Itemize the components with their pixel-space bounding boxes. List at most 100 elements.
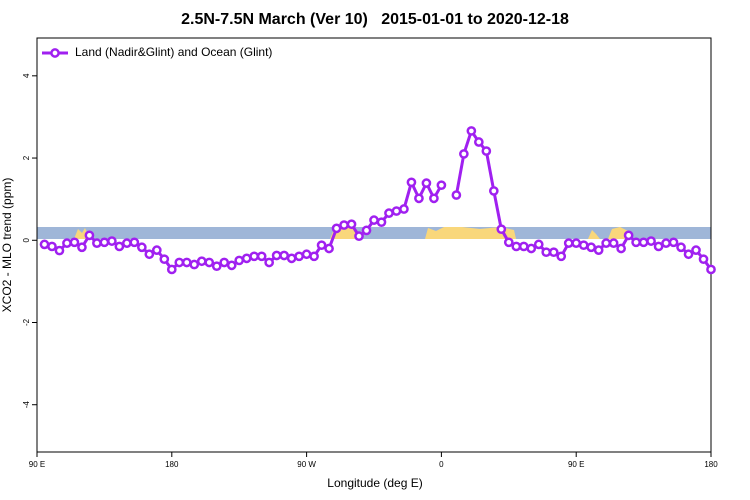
y-tick-label: 2 (22, 155, 31, 160)
x-tick-label: 180 (165, 460, 179, 469)
data-point (376, 217, 387, 228)
data-point (631, 237, 641, 248)
data-point (384, 208, 394, 218)
x-tick-label: 90 E (29, 460, 45, 469)
x-tick-label: 180 (704, 460, 718, 469)
data-point (39, 239, 50, 250)
land-ocean-strip (37, 227, 711, 239)
data-point (294, 251, 304, 262)
data-point (563, 238, 574, 248)
data-point (346, 219, 357, 230)
data-point (226, 260, 237, 271)
data-point (271, 250, 282, 261)
data-point (571, 238, 582, 248)
data-point (399, 204, 409, 214)
data-point (69, 237, 80, 248)
data-point (533, 239, 544, 250)
data-point (466, 126, 477, 136)
y-tick-label: -4 (22, 401, 31, 409)
y-axis-label: XCO2 - MLO trend (ppm) (0, 178, 14, 313)
data-point (204, 257, 215, 268)
data-point (256, 251, 267, 262)
data-point (339, 220, 349, 230)
data-point (429, 193, 439, 204)
data-point (174, 257, 185, 268)
data-point (122, 238, 132, 248)
data-point (556, 251, 567, 262)
data-point (548, 247, 559, 258)
data-point (391, 206, 402, 216)
data-point (211, 261, 222, 272)
data-point (92, 238, 102, 248)
data-point (706, 264, 716, 275)
data-point (691, 245, 701, 255)
data-point (331, 223, 342, 234)
data-point (616, 243, 626, 254)
data-point (406, 177, 417, 188)
legend-marker (50, 48, 60, 58)
data-point (601, 238, 612, 248)
data-point (324, 243, 334, 254)
data-point (496, 224, 507, 235)
plot-frame (36, 37, 712, 453)
data-point (286, 253, 297, 264)
data-point (77, 242, 87, 253)
y-tick-label: -2 (22, 318, 31, 326)
data-point (219, 257, 230, 268)
data-point (369, 215, 379, 225)
data-point (436, 180, 447, 191)
y-tick-label: 0 (22, 237, 31, 242)
data-point (354, 231, 364, 242)
land-patch (588, 230, 600, 239)
data-point (301, 249, 312, 260)
data-point (47, 241, 57, 252)
x-tick-label: 90 E (568, 460, 584, 469)
data-point (586, 242, 597, 253)
data-point (129, 237, 140, 248)
data-point (84, 230, 95, 241)
data-point (361, 225, 372, 236)
data-point (459, 149, 469, 159)
data-point (481, 146, 492, 156)
data-point (661, 238, 671, 248)
data-point (608, 238, 619, 248)
data-point (107, 236, 117, 246)
data-point (421, 178, 432, 188)
data-point (136, 242, 147, 253)
data-point (309, 251, 319, 262)
y-tick-label: 4 (22, 73, 31, 78)
ocean-strip (37, 227, 711, 239)
data-point (593, 245, 604, 255)
x-axis-label: Longitude (deg E) (327, 476, 422, 490)
data-point (249, 251, 260, 262)
data-point (189, 259, 200, 270)
data-point (488, 186, 499, 196)
land-patch (425, 227, 516, 239)
x-tick-label: 90 W (297, 460, 316, 469)
data-point (114, 241, 125, 252)
data-point (62, 238, 72, 248)
data-point (241, 253, 252, 264)
data-point (54, 245, 65, 256)
data-point (526, 243, 537, 254)
data-point (503, 237, 514, 248)
data-point (166, 264, 177, 275)
x-tick-label: 0 (439, 460, 444, 469)
data-point (511, 241, 522, 252)
data-point (159, 254, 170, 265)
data-point (473, 137, 484, 147)
data-point (646, 236, 656, 246)
data-point (234, 255, 245, 266)
data-point (196, 256, 207, 267)
data-point (144, 249, 155, 260)
data-point (518, 241, 529, 252)
data-point (698, 254, 709, 265)
data-point (676, 242, 686, 253)
data-point (316, 240, 327, 251)
data-point (541, 247, 552, 258)
data-point (414, 193, 424, 204)
data-point (623, 230, 634, 241)
data-point (451, 190, 462, 200)
data-point (181, 257, 192, 268)
data-point (638, 237, 649, 248)
